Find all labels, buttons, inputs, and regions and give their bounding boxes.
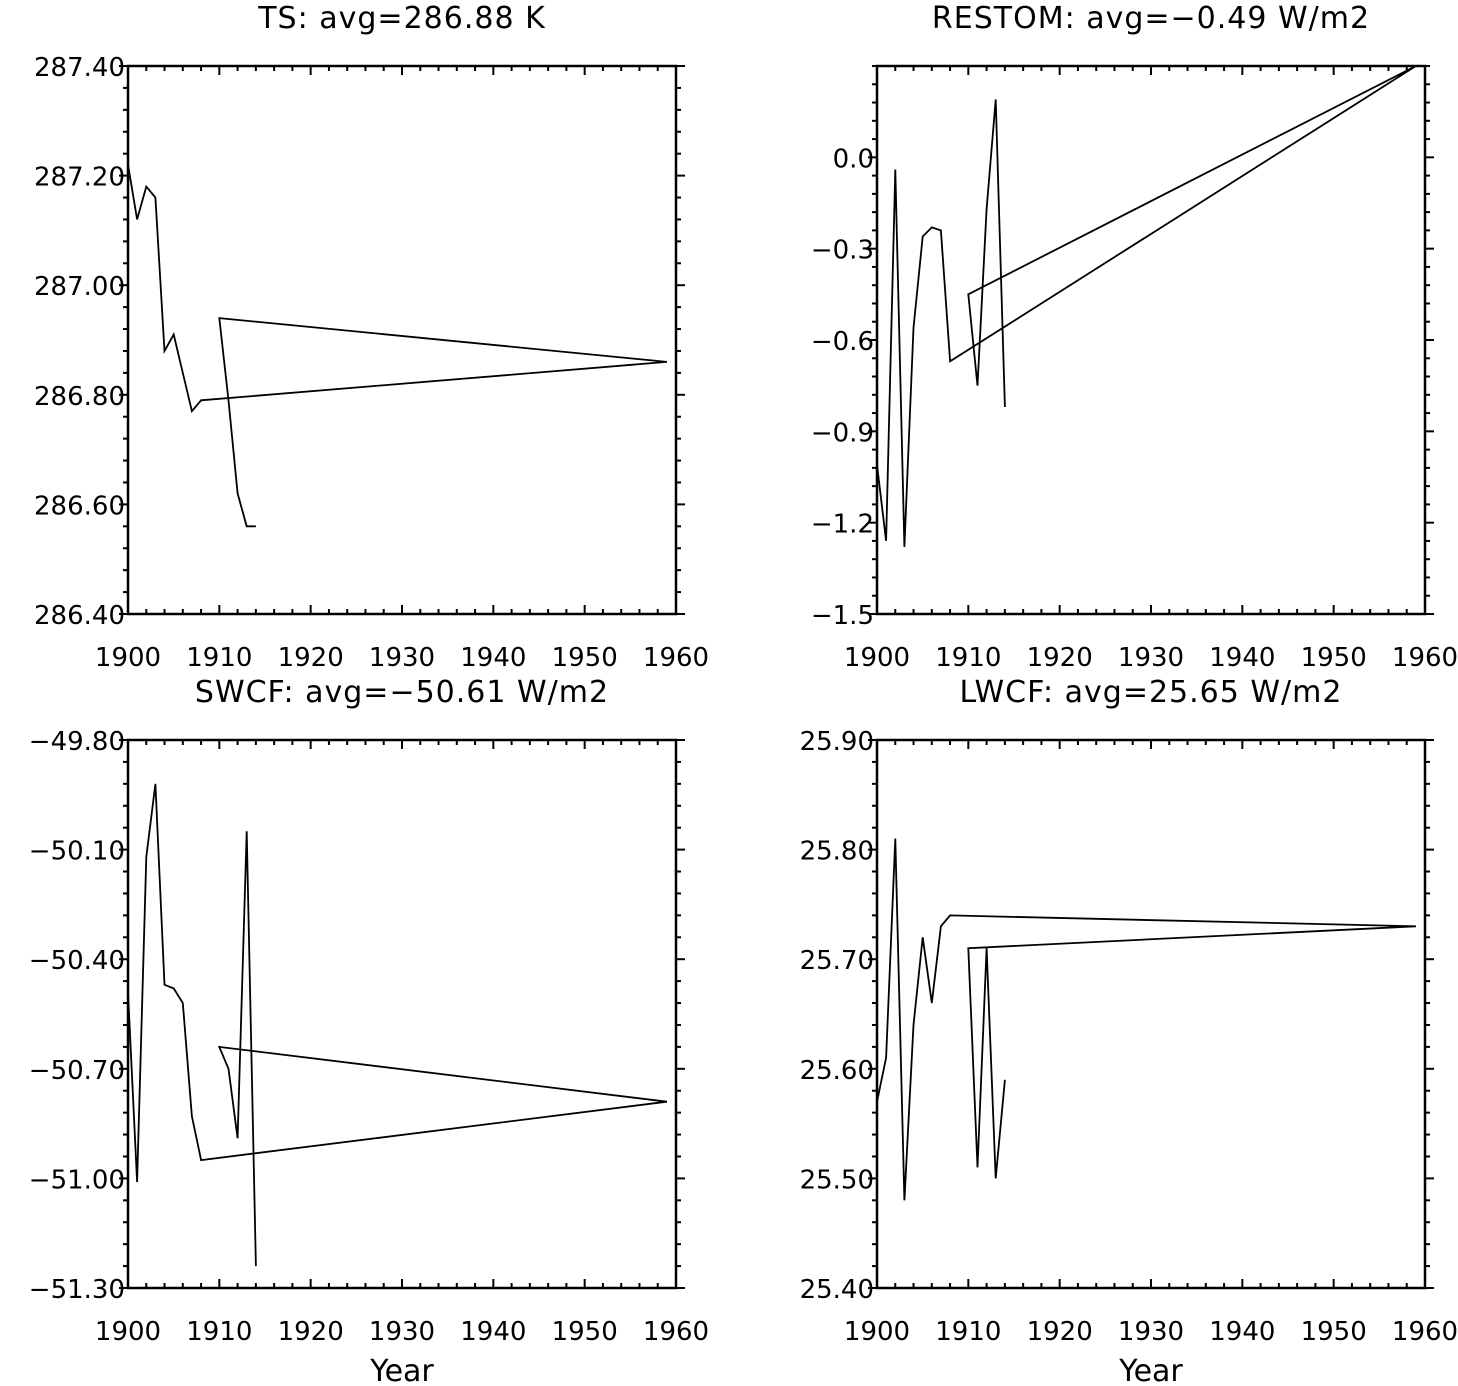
- lwcf-x-axis-label: Year: [1118, 1354, 1183, 1386]
- lwcf-x-tick-label: 1930: [1118, 1317, 1184, 1347]
- swcf-x-tick-label: 1940: [460, 1317, 526, 1347]
- lwcf-plot-frame: [875, 738, 1427, 1290]
- swcf-x-tick-label: 1950: [552, 1317, 618, 1347]
- restom-y-tick-label: −1.2: [811, 510, 874, 540]
- swcf-x-axis-label: Year: [369, 1354, 434, 1386]
- ts-y-tick-label: 286.40: [34, 601, 125, 631]
- ts-y-tick-label: 286.80: [34, 382, 125, 412]
- ts-x-tick-label: 1910: [186, 643, 252, 673]
- restom-series-line: [876, 65, 1417, 548]
- ts-y-tick-label: 286.60: [34, 491, 125, 521]
- ts-plot-frame: [126, 64, 678, 616]
- restom-y-tick-label: −0.6: [811, 327, 874, 357]
- ts-x-tick-label: 1960: [643, 643, 709, 673]
- ts-x-tick-label: 1920: [278, 643, 344, 673]
- ts-series-line: [127, 164, 667, 528]
- lwcf-y-tick-label: 25.40: [800, 1275, 874, 1305]
- swcf-y-tick-label: −51.00: [29, 1165, 125, 1195]
- restom-y-tick-label: −0.3: [811, 236, 874, 266]
- swcf-y-tick-label: −50.70: [29, 1056, 125, 1086]
- restom-x-tick-label: 1960: [1392, 643, 1458, 673]
- restom-plot-frame: [875, 64, 1427, 616]
- restom-x-tick-label: 1930: [1118, 643, 1184, 673]
- swcf-y-tick-label: −50.10: [29, 837, 125, 867]
- chart-panel-restom: RESTOM: avg=−0.49 W/m2 1900 1910 1920 1930 19…: [811, 1, 1458, 673]
- swcf-series-line: [127, 783, 668, 1267]
- restom-x-tick-label: 1950: [1301, 643, 1367, 673]
- swcf-y-tick-label: −50.40: [29, 946, 125, 976]
- swcf-chart-title: SWCF: avg=−50.61 W/m2: [195, 675, 609, 710]
- ts-x-tick-label: 1900: [95, 643, 161, 673]
- restom-x-tick-label: 1920: [1027, 643, 1093, 673]
- swcf-x-tick-label: 1900: [95, 1317, 161, 1347]
- ts-x-tick-label: 1950: [552, 643, 618, 673]
- swcf-x-tick-label: 1910: [186, 1317, 252, 1347]
- lwcf-x-tick-label: 1910: [935, 1317, 1001, 1347]
- lwcf-y-tick-label: 25.80: [800, 837, 874, 867]
- restom-y-tick-label: −0.9: [811, 418, 874, 448]
- swcf-x-tick-label: 1960: [643, 1317, 709, 1347]
- swcf-plot-frame: [126, 738, 678, 1290]
- restom-y-tick-label: −1.5: [811, 601, 874, 631]
- restom-x-tick-label: 1910: [935, 643, 1001, 673]
- swcf-y-tick-label: −51.30: [29, 1275, 125, 1305]
- chart-panel-swcf: SWCF: avg=−50.61 W/m2 1900 1910 1920 1930 194…: [29, 675, 709, 1386]
- lwcf-y-tick-label: 25.90: [800, 727, 874, 757]
- lwcf-y-tick-label: 25.70: [800, 946, 874, 976]
- chart-panel-lwcf: LWCF: avg=25.65 W/m2 1900 1910 1920 1930 1940…: [800, 675, 1458, 1386]
- restom-x-tick-label: 1940: [1209, 643, 1275, 673]
- swcf-y-tick-label: −49.80: [29, 727, 125, 757]
- ts-y-tick-label: 287.00: [34, 272, 125, 302]
- lwcf-x-tick-label: 1900: [844, 1317, 910, 1347]
- ts-y-tick-label: 287.20: [34, 163, 125, 193]
- lwcf-x-tick-label: 1960: [1392, 1317, 1458, 1347]
- restom-x-tick-label: 1900: [844, 643, 910, 673]
- restom-y-tick-label: 0.0: [833, 144, 874, 174]
- lwcf-x-tick-label: 1940: [1209, 1317, 1275, 1347]
- lwcf-chart-title: LWCF: avg=25.65 W/m2: [960, 675, 1343, 710]
- lwcf-x-tick-label: 1950: [1301, 1317, 1367, 1347]
- ts-x-tick-label: 1930: [369, 643, 435, 673]
- ts-y-tick-label: 287.40: [34, 53, 125, 83]
- restom-chart-title: RESTOM: avg=−0.49 W/m2: [932, 1, 1370, 36]
- ts-x-tick-label: 1940: [460, 643, 526, 673]
- lwcf-y-tick-label: 25.60: [800, 1056, 874, 1086]
- lwcf-series-line: [876, 838, 1416, 1201]
- chart-panel-ts: TS: avg=286.88 K 1900 1910 1920 1930 1940 1950…: [34, 1, 709, 673]
- swcf-x-tick-label: 1930: [369, 1317, 435, 1347]
- lwcf-x-tick-label: 1920: [1027, 1317, 1093, 1347]
- lwcf-y-tick-label: 25.50: [800, 1165, 874, 1195]
- ts-chart-title: TS: avg=286.88 K: [257, 1, 546, 36]
- swcf-x-tick-label: 1920: [278, 1317, 344, 1347]
